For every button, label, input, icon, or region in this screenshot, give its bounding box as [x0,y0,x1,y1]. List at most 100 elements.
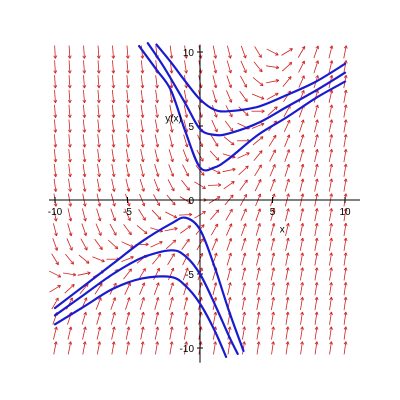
field-arrow [111,119,116,133]
field-arrow [67,223,73,237]
field-arrow [111,134,116,148]
field-arrow [66,238,73,251]
solution-curve [146,42,347,137]
field-arrow [207,183,222,187]
field-arrow [285,267,290,281]
field-arrow [223,136,235,146]
field-arrow [165,211,178,219]
field-arrow [238,165,249,176]
field-arrow [329,237,334,251]
solution-curve [53,249,239,356]
field-arrow [183,134,189,148]
field-arrow [343,252,348,266]
field-arrow [169,45,174,59]
field-arrow [269,164,276,177]
field-arrow [97,134,101,148]
field-arrow [314,252,319,266]
field-arrow [328,163,334,177]
field-arrow [271,311,276,325]
field-arrow [226,252,232,266]
field-arrow [52,238,59,251]
field-arrow [314,326,319,340]
field-arrow [222,167,236,173]
field-arrow [82,104,87,118]
field-arrow [169,119,174,133]
field-arrow [328,134,334,148]
field-arrow [169,134,174,148]
field-arrow [183,104,189,118]
field-arrow [67,341,73,355]
field-arrow [240,223,247,236]
field-arrow [125,297,131,310]
field-arrow [81,223,88,237]
field-arrow [155,104,159,118]
field-arrow [111,89,116,104]
field-arrow [82,163,87,178]
field-arrow [154,149,160,163]
field-arrow [256,326,261,340]
field-arrow [96,208,102,222]
field-arrow [140,119,145,133]
field-arrow [268,134,277,147]
field-arrow [154,134,160,148]
field-arrow [343,45,348,59]
field-arrow [253,150,263,161]
field-arrow [269,178,276,192]
field-arrow [343,296,348,311]
field-arrow [256,282,261,296]
field-arrow [224,120,234,132]
field-arrow [82,341,87,355]
field-arrow [82,45,87,59]
field-arrow [343,134,348,148]
field-arrow [53,104,58,118]
field-arrow [109,223,117,236]
field-arrow [138,268,146,280]
field-arrow [343,119,348,133]
field-arrow [53,178,58,192]
field-arrow [238,106,249,116]
field-arrow [53,119,58,133]
field-arrow [209,209,220,221]
field-arrow [254,179,262,192]
field-arrow [81,208,87,222]
field-arrow [314,341,319,355]
field-arrow [123,268,132,280]
solution-curve [155,43,347,113]
field-arrow [184,341,188,355]
field-arrow [226,237,233,251]
field-arrow [49,270,62,278]
field-arrow [153,267,160,280]
field-arrow [68,134,72,148]
field-arrow [266,92,279,100]
field-arrow [96,341,102,355]
field-arrow [255,237,261,251]
field-arrow [95,297,102,310]
field-arrow [179,225,192,234]
field-arrow [139,282,146,295]
field-arrow [256,296,261,311]
field-arrow [343,178,348,192]
field-arrow [253,61,263,73]
field-arrow [68,178,72,192]
field-arrow [284,178,290,192]
field-arrow [328,89,334,103]
solution-curves [53,42,347,358]
field-arrow [225,208,233,221]
field-arrow [140,60,145,74]
field-arrow [313,60,319,74]
field-arrow [252,77,264,87]
field-arrow [254,164,262,177]
field-arrow [51,297,59,310]
field-arrow [270,237,276,251]
field-arrow [121,255,134,263]
field-arrow [329,282,333,296]
field-arrow [151,209,162,220]
field-arrow [182,267,189,281]
field-arrow [328,45,334,59]
field-arrow [266,78,280,84]
field-arrow [97,104,101,118]
field-arrow [125,149,131,163]
field-arrow [299,178,305,192]
field-arrow [111,341,116,355]
field-arrow [164,226,178,232]
